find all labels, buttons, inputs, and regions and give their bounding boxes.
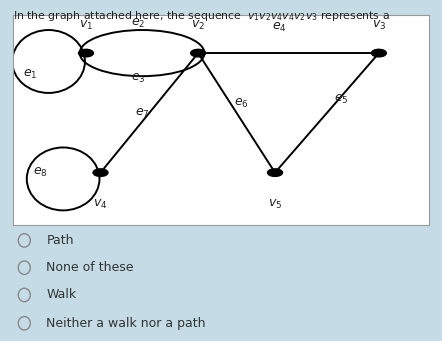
Text: $e_{4}$: $e_{4}$ (272, 21, 286, 34)
Text: $v_{1}$: $v_{1}$ (79, 19, 93, 32)
Text: Neither a walk nor a path: Neither a walk nor a path (46, 317, 206, 330)
Text: $e_{2}$: $e_{2}$ (131, 17, 145, 30)
Text: $e_{3}$: $e_{3}$ (131, 72, 145, 85)
Text: $e_{1}$: $e_{1}$ (23, 68, 37, 80)
Circle shape (191, 49, 206, 57)
Text: $e_{7}$: $e_{7}$ (135, 107, 149, 120)
Text: In the graph attached here, the sequence  $v_1v_2v_4v_4v_2v_3$ represents a: In the graph attached here, the sequence… (13, 9, 390, 23)
Text: $v_{5}$: $v_{5}$ (268, 197, 282, 211)
Circle shape (267, 169, 282, 176)
Circle shape (79, 49, 93, 57)
Circle shape (371, 49, 386, 57)
Circle shape (93, 169, 108, 176)
Text: $e_{6}$: $e_{6}$ (234, 97, 249, 110)
Text: $v_{3}$: $v_{3}$ (372, 19, 386, 32)
Text: $v_{4}$: $v_{4}$ (93, 197, 108, 211)
Text: $e_{8}$: $e_{8}$ (33, 166, 48, 179)
Text: $e_{5}$: $e_{5}$ (334, 93, 349, 106)
Text: None of these: None of these (46, 261, 134, 274)
Text: Walk: Walk (46, 288, 76, 301)
Text: Path: Path (46, 234, 74, 247)
Text: $v_{2}$: $v_{2}$ (191, 19, 205, 32)
